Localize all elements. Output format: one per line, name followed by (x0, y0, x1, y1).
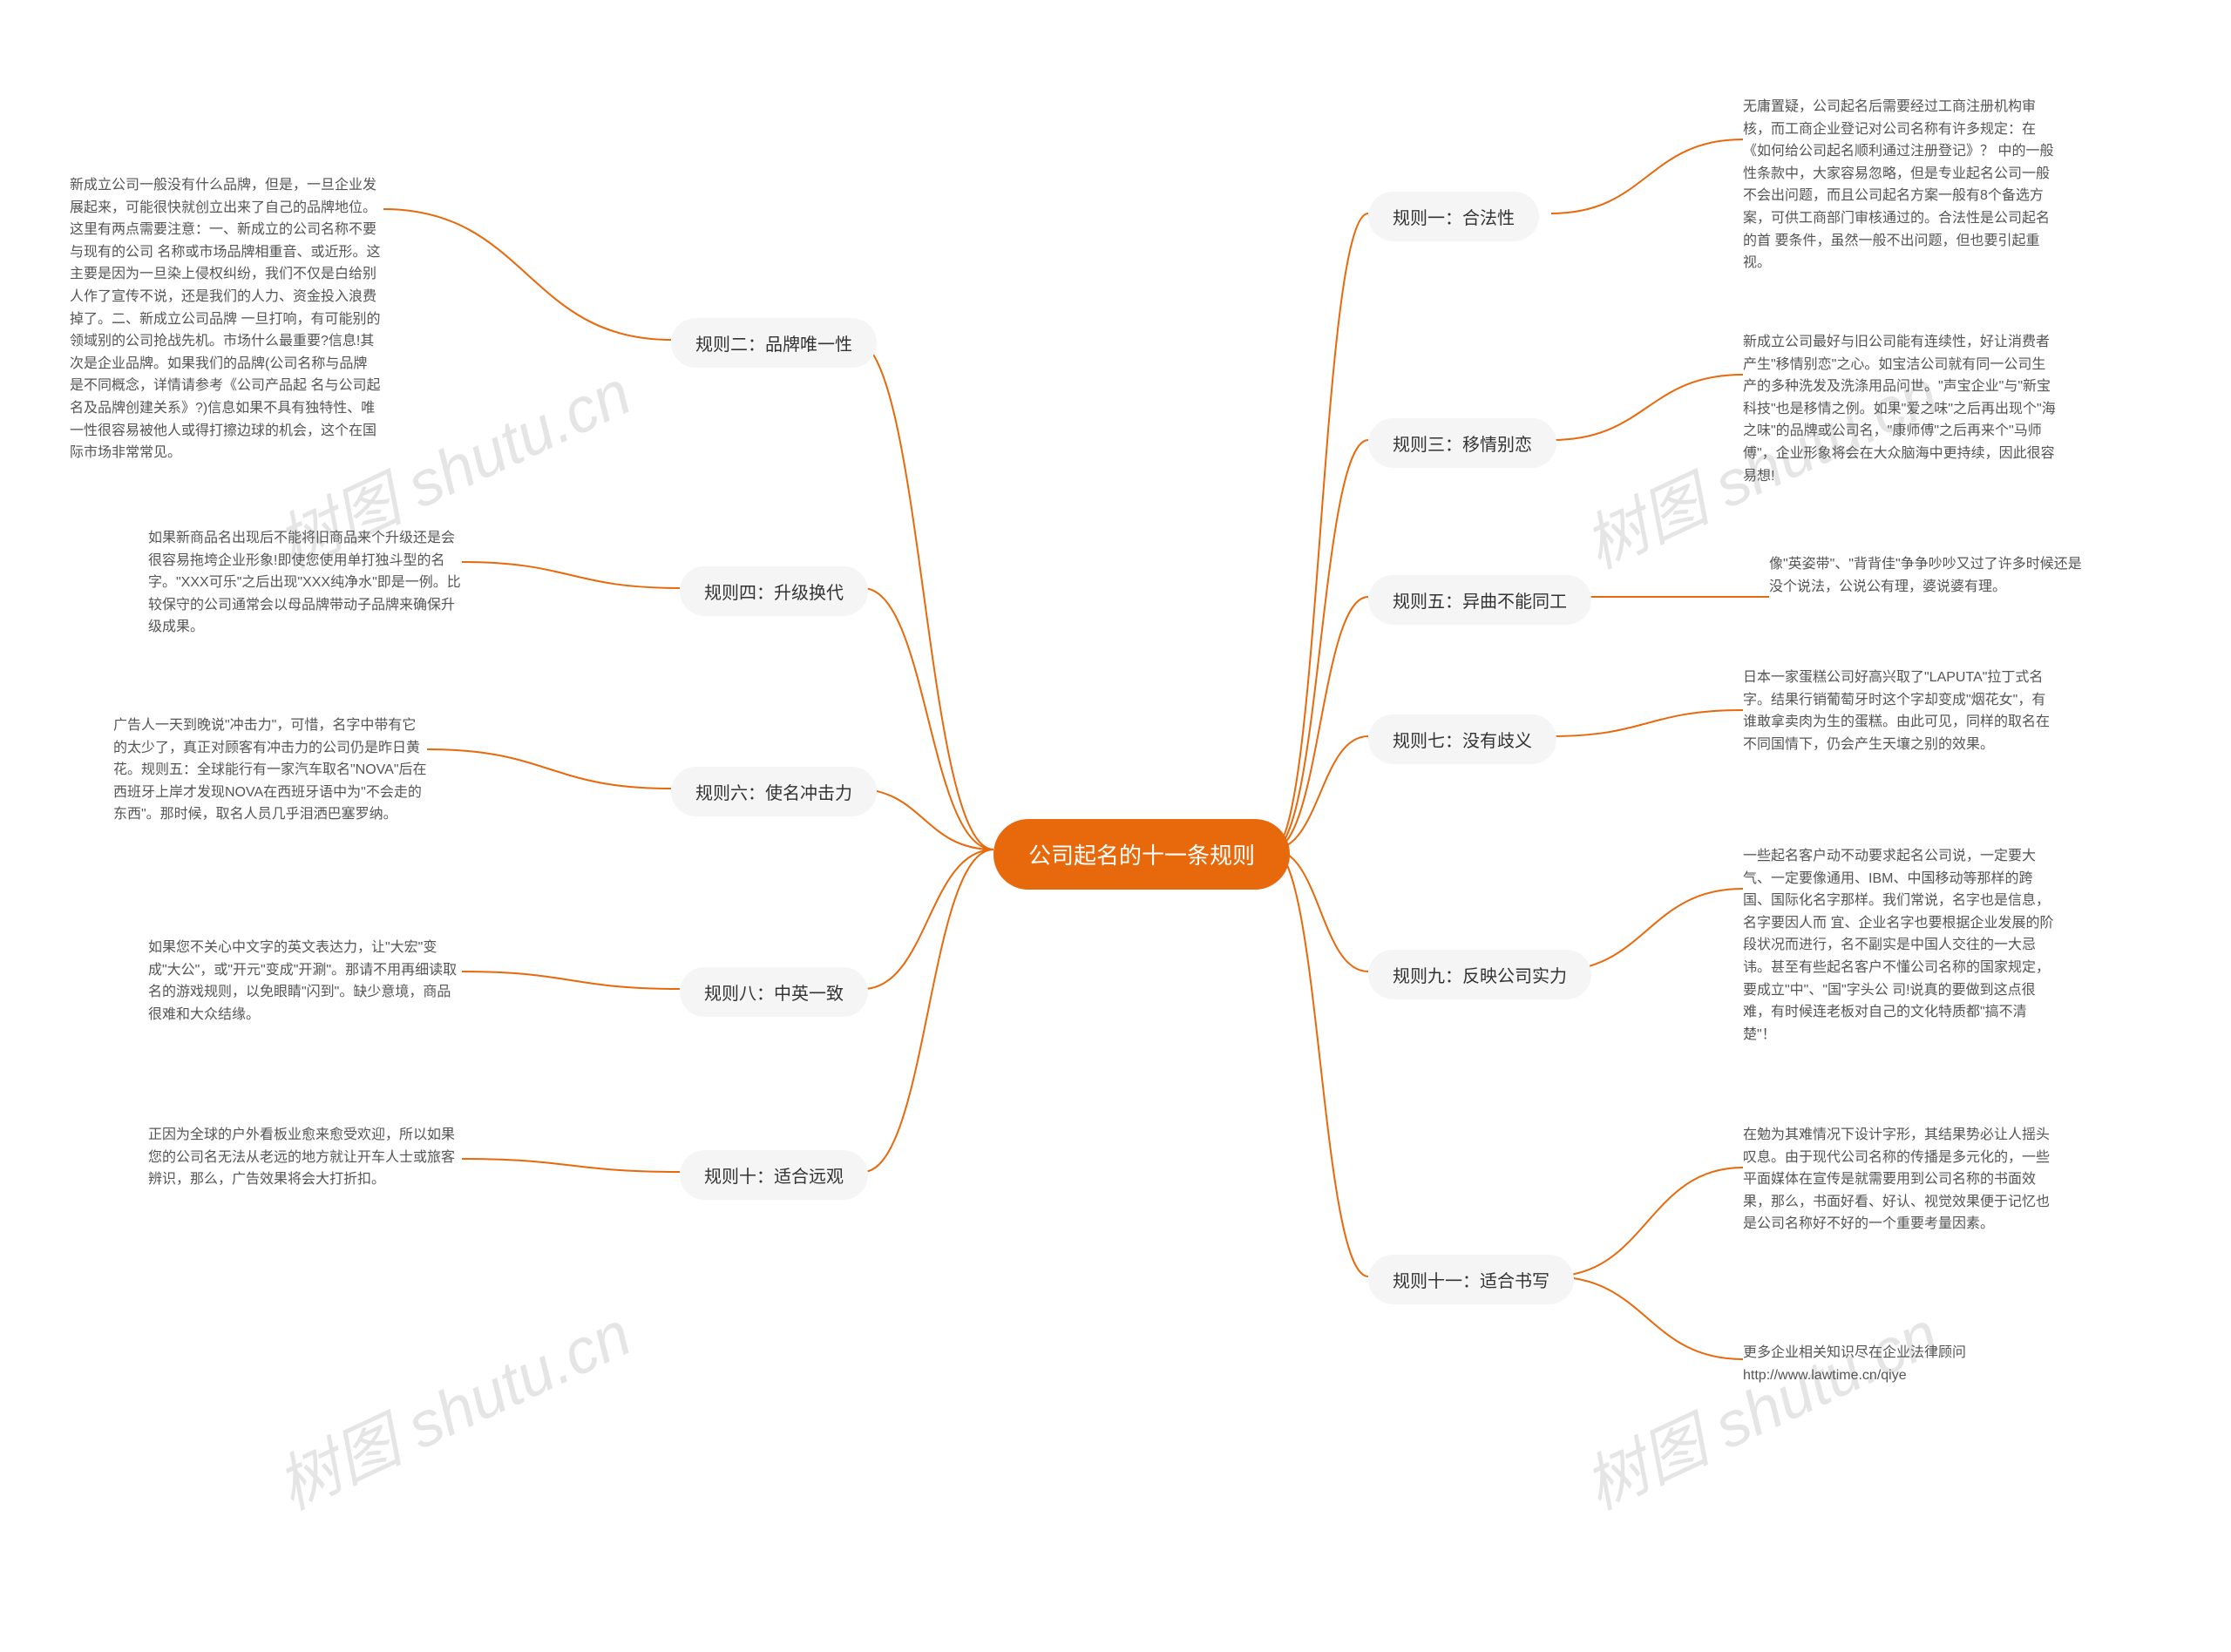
rule-node-6: 规则六：使名冲击力 (671, 767, 877, 816)
desc-node-4: 如果新商品名出现后不能将旧商品来个升级还是会很容易拖垮企业形象!即使您使用单打独… (148, 527, 462, 639)
desc-node-9: 一些起名客户动不动要求起名公司说，一定要大气、一定要像通用、IBM、中国移动等那… (1743, 845, 2057, 1046)
rule-node-5: 规则五：异曲不能同工 (1368, 575, 1591, 625)
mindmap-canvas: 树图 shutu.cn 树图 shutu.cn 树图 shutu.cn 树图 s… (0, 0, 2231, 1652)
rule-node-8: 规则八：中英一致 (680, 967, 868, 1017)
desc-node-1: 无庸置疑，公司起名后需要经过工商注册机构审核，而工商企业登记对公司名称有许多规定… (1743, 96, 2057, 274)
desc-node-7: 日本一家蛋糕公司好高兴取了"LAPUTA"拉丁式名字。结果行销葡萄牙时这个字却变… (1743, 667, 2057, 755)
desc-node-2: 新成立公司一般没有什么品牌，但是，一旦企业发展起来，可能很快就创立出来了自己的品… (70, 174, 383, 464)
rule-node-2: 规则二：品牌唯一性 (671, 318, 877, 368)
rule-node-7: 规则七：没有歧义 (1368, 714, 1556, 764)
rule-node-11: 规则十一：适合书写 (1368, 1255, 1574, 1304)
rule-node-10: 规则十：适合远观 (680, 1150, 868, 1200)
desc-node-8: 如果您不关心中文字的英文表达力，让"大宏"变成"大公"，或"开元"变成"开涮"。… (148, 937, 462, 1026)
rule-node-1: 规则一：合法性 (1368, 192, 1539, 241)
desc-node-11: 在勉为其难情况下设计字形，其结果势必让人摇头叹息。由于现代公司名称的传播是多元化… (1743, 1124, 2057, 1236)
rule-node-9: 规则九：反映公司实力 (1368, 950, 1591, 999)
rule-node-4: 规则四：升级换代 (680, 566, 868, 616)
desc-node-11-extra: 更多企业相关知识尽在企业法律顾问http://www.lawtime.cn/qi… (1743, 1342, 2057, 1386)
desc-node-5: 像"英姿带"、"背背佳"争争吵吵又过了许多时候还是没个说法，公说公有理，婆说婆有… (1769, 553, 2083, 598)
desc-node-6: 广告人一天到晚说"冲击力"，可惜，名字中带有它的太少了，真正对顾客有冲击力的公司… (113, 714, 427, 826)
desc-node-10: 正因为全球的户外看板业愈来愈受欢迎，所以如果您的公司名无法从老远的地方就让开车人… (148, 1124, 462, 1191)
rule-node-3: 规则三：移情别恋 (1368, 418, 1556, 468)
center-node: 公司起名的十一条规则 (993, 819, 1290, 890)
desc-node-3: 新成立公司最好与旧公司能有连续性，好让消费者产生"移情别恋"之心。如宝洁公司就有… (1743, 331, 2057, 487)
